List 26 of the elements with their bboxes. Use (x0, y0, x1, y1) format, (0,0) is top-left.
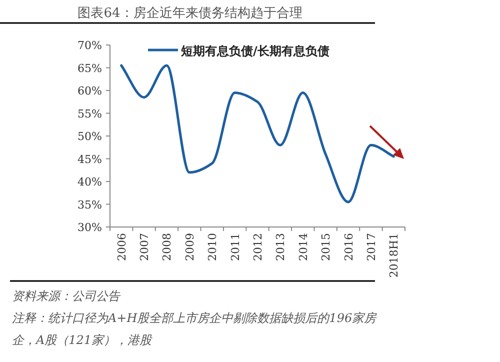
x-tick-label: 2015 (320, 233, 333, 261)
chart-title: 图表64：房企近年来债务结构趋于合理 (78, 5, 302, 21)
y-tick-label: 60% (78, 84, 102, 98)
x-tick-label: 2013 (274, 233, 288, 261)
x-tick-label: 2017 (364, 233, 378, 261)
y-tick-label: 55% (78, 107, 102, 120)
x-tick-label: 2018H1 (388, 233, 401, 278)
y-tick-label: 35% (78, 198, 102, 212)
x-tick-label: 2010 (206, 233, 220, 261)
y-tick-label: 40% (78, 176, 102, 188)
y-tick-label: 50% (78, 130, 102, 143)
x-tick-label: 2006 (115, 233, 128, 261)
y-tick-label: 65% (78, 62, 102, 75)
x-tick-label: 2011 (228, 233, 242, 261)
text: 注释：统计口径为A+H股全部上市房企中剔除数据缺损后的196家房企，A股（121家），港股 (12, 310, 378, 349)
y-tick-label: 70% (78, 39, 102, 52)
y-tick-label: 30% (78, 221, 102, 234)
x-tick-label: 2012 (252, 233, 264, 261)
x-tick-label: 2016 (342, 233, 356, 261)
x-tick-label: 2014 (296, 233, 310, 261)
x-tick-label: 2007 (138, 233, 152, 261)
text: 资料来源：公司公告 (12, 288, 122, 305)
x-tick-label: 2009 (183, 233, 196, 261)
x-tick-label: 2008 (160, 233, 174, 261)
legend-label: 短期有息负债/长期有息负债 (180, 44, 330, 58)
y-tick-label: 45% (78, 152, 102, 166)
